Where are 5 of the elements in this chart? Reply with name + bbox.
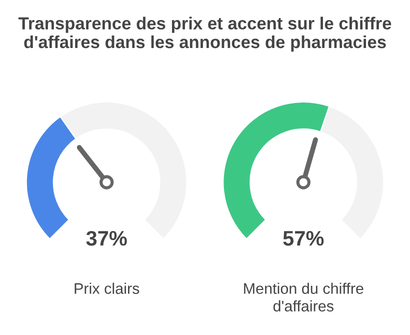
chart-title: Transparence des prix et accent sur le chiffre d'affaires dans les annonces de pharmacies [18,16,392,52]
text: Prix clairs [74,282,140,294]
text: Mention du chiffre d'affaires [244,282,364,312]
text: 57% [283,231,324,246]
text: 37% [86,230,127,246]
